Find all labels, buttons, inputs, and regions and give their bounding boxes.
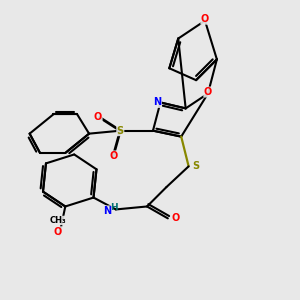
Text: O: O [94,112,102,122]
Text: S: S [193,161,200,171]
Text: O: O [204,87,212,97]
Text: H: H [110,202,118,211]
Text: CH₃: CH₃ [50,216,66,225]
Text: O: O [171,213,179,224]
Text: O: O [54,227,62,237]
Text: N: N [103,206,112,216]
Text: N: N [153,98,161,107]
Text: O: O [109,151,118,161]
Text: S: S [117,126,124,136]
Text: O: O [201,14,209,24]
